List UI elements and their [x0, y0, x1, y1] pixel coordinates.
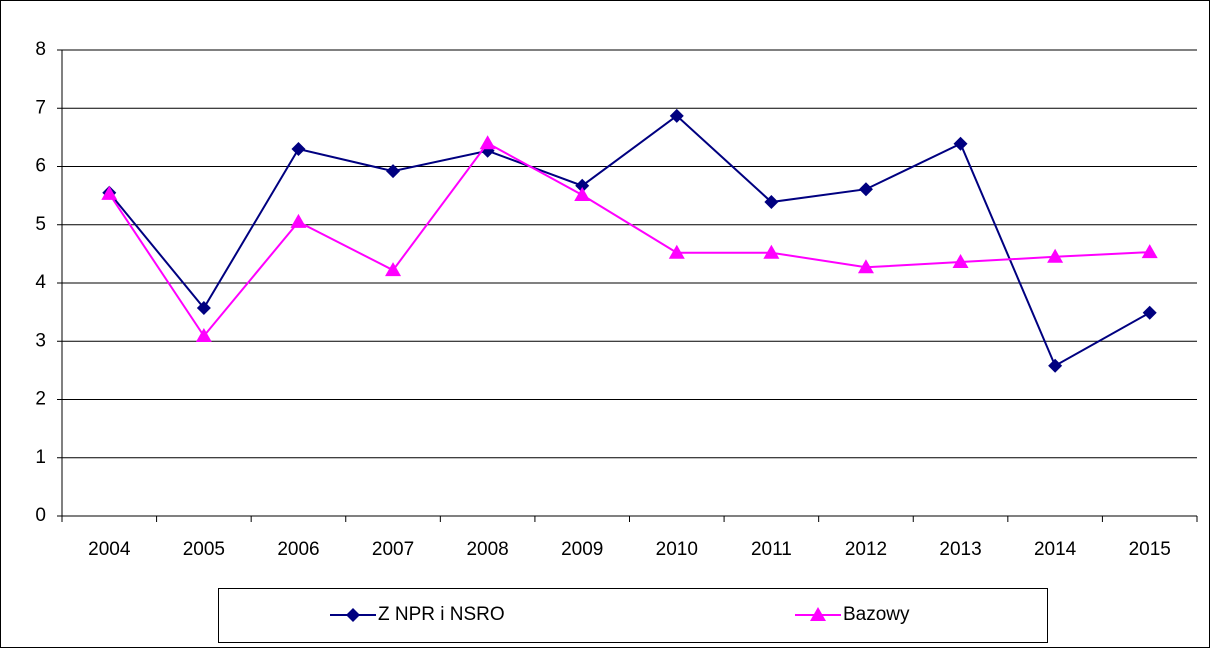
x-tick-label: 2007: [372, 539, 414, 560]
marker: [1048, 358, 1063, 373]
marker: [101, 185, 118, 200]
x-tick-label: 2008: [466, 539, 508, 560]
legend-label: Bazowy: [843, 604, 910, 625]
marker: [291, 142, 306, 157]
marker: [1141, 244, 1158, 259]
marker: [669, 108, 684, 123]
marker: [1047, 248, 1064, 263]
marker: [763, 244, 780, 259]
marker: [574, 187, 591, 202]
marker: [668, 244, 685, 259]
legend-label: Z NPR i NSRO: [378, 604, 505, 625]
y-tick-label: 7: [35, 97, 46, 118]
marker: [385, 262, 402, 277]
marker: [858, 182, 873, 197]
marker: [764, 195, 779, 210]
x-tick-label: 2014: [1034, 539, 1077, 560]
marker: [575, 178, 590, 193]
marker: [810, 607, 826, 621]
y-tick-label: 5: [35, 214, 46, 235]
marker: [386, 164, 401, 179]
marker: [952, 254, 969, 269]
x-tick-label: 2012: [845, 539, 887, 560]
series-line: [108, 114, 1151, 368]
marker: [953, 136, 968, 151]
y-tick-label: 3: [35, 330, 46, 351]
y-tick-label: 1: [35, 447, 46, 468]
y-tick-label: 4: [35, 272, 46, 293]
x-tick-label: 2011: [751, 539, 792, 560]
y-tick-label: 2: [35, 389, 46, 410]
y-tick-label: 8: [35, 39, 46, 60]
y-tick-label: 0: [35, 505, 46, 526]
y-tick-label: 6: [35, 156, 46, 177]
x-tick-label: 2013: [939, 539, 981, 560]
x-tick-label: 2009: [561, 539, 603, 560]
marker: [196, 301, 211, 316]
marker: [479, 135, 496, 150]
x-tick-label: 2010: [656, 539, 698, 560]
x-tick-label: 2015: [1129, 539, 1171, 560]
marker: [857, 259, 874, 274]
marker: [195, 328, 212, 343]
marker: [290, 213, 307, 228]
marker: [346, 608, 360, 622]
x-tick-label: 2006: [277, 539, 319, 560]
series-line: [108, 141, 1150, 338]
x-tick-label: 2005: [183, 539, 225, 560]
x-tick-label: 2004: [88, 539, 131, 560]
marker: [1142, 305, 1157, 320]
